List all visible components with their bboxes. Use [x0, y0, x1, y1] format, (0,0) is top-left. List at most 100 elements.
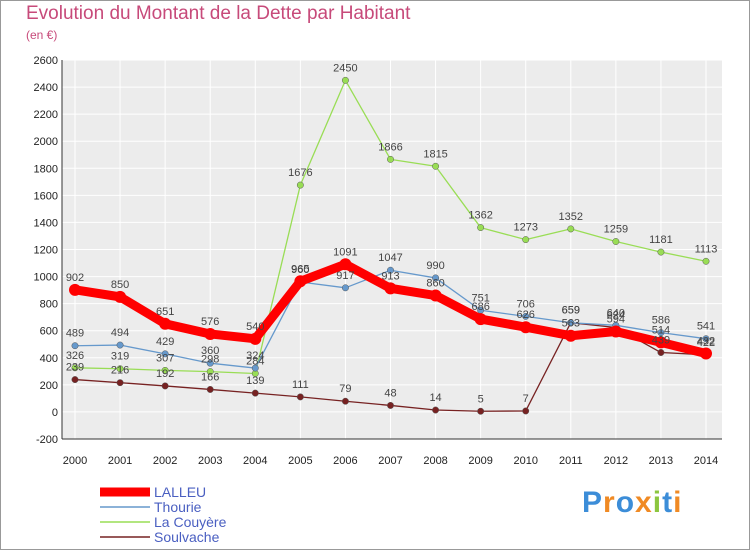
data-point — [429, 289, 442, 302]
data-label: 659 — [562, 305, 580, 317]
data-label: 298 — [201, 354, 219, 366]
data-label: 326 — [66, 350, 84, 362]
data-label: 586 — [652, 315, 670, 327]
data-label: 960 — [291, 264, 309, 276]
data-point — [249, 332, 262, 345]
data-point — [206, 368, 214, 376]
data-point — [700, 347, 712, 360]
y-tick-label: 1800 — [34, 163, 58, 175]
data-point — [477, 224, 485, 232]
data-label: 706 — [517, 298, 535, 310]
data-label: 307 — [156, 352, 174, 364]
data-label: 360 — [201, 345, 219, 357]
x-tick-label: 2013 — [649, 455, 673, 467]
data-point — [432, 162, 440, 170]
data-point — [522, 312, 530, 320]
data-label: 284 — [246, 355, 264, 367]
data-point — [206, 386, 214, 393]
data-label: 216 — [111, 365, 129, 377]
y-tick-label: 1200 — [34, 245, 58, 257]
data-label: 1866 — [378, 141, 402, 153]
data-label: 902 — [66, 272, 84, 284]
data-point — [69, 283, 81, 296]
data-label: 1676 — [288, 167, 312, 179]
y-tick-label: 1400 — [34, 217, 58, 229]
data-label: 2450 — [333, 62, 357, 74]
data-point — [159, 317, 172, 330]
data-point — [296, 393, 304, 401]
data-point — [609, 325, 622, 338]
data-label: 640 — [607, 307, 625, 319]
data-label: 540 — [246, 321, 264, 333]
data-point — [161, 366, 169, 374]
data-point — [204, 327, 217, 340]
data-label: 319 — [111, 351, 129, 363]
data-label: 563 — [562, 318, 580, 330]
y-tick-label: 0 — [52, 407, 58, 419]
proxiti-logo: Proxiti — [582, 486, 683, 519]
data-point — [522, 407, 530, 415]
y-tick-label: 800 — [40, 299, 58, 311]
data-label: 626 — [517, 309, 535, 321]
legend-label: La Couyère — [154, 514, 227, 530]
data-label: 5 — [478, 393, 484, 405]
legend-label: LALLEU — [154, 484, 206, 500]
data-label: 1273 — [513, 222, 537, 234]
y-tick-label: 1600 — [34, 190, 58, 202]
x-tick-label: 2012 — [604, 455, 628, 467]
legend-label: Soulvache — [154, 529, 220, 545]
data-point — [519, 321, 532, 334]
data-point — [294, 275, 307, 288]
data-label: 14 — [429, 392, 441, 404]
y-tick-label: 600 — [40, 326, 58, 338]
y-tick-label: 200 — [40, 380, 58, 392]
data-point — [71, 342, 79, 350]
data-label: 576 — [201, 316, 219, 328]
data-label: 111 — [292, 379, 309, 391]
y-tick-label: 2600 — [34, 55, 58, 67]
data-label: 166 — [201, 371, 219, 383]
data-label: 324 — [246, 350, 264, 362]
data-point — [702, 257, 710, 265]
data-point — [206, 359, 214, 367]
data-label: 990 — [426, 260, 444, 272]
x-tick-label: 2002 — [153, 455, 177, 467]
x-tick-label: 2008 — [423, 455, 447, 467]
data-label: 1113 — [695, 243, 718, 255]
x-tick-label: 2006 — [333, 455, 357, 467]
data-label: 850 — [111, 279, 129, 291]
data-point — [339, 258, 352, 271]
data-label: 422 — [697, 337, 715, 349]
data-label: 594 — [607, 314, 625, 326]
data-point — [657, 349, 665, 356]
data-point — [251, 389, 259, 397]
x-tick-label: 2004 — [243, 455, 267, 467]
data-label: 514 — [652, 324, 670, 336]
data-label: 139 — [246, 375, 264, 387]
data-point — [567, 319, 575, 327]
data-point — [341, 397, 349, 405]
data-point — [387, 155, 394, 163]
data-label: 239 — [66, 362, 84, 374]
data-point — [564, 329, 577, 342]
data-label: 913 — [381, 270, 399, 282]
x-tick-label: 2001 — [108, 455, 132, 467]
data-point — [161, 382, 169, 390]
data-label: 751 — [471, 292, 489, 304]
x-tick-label: 2007 — [378, 455, 402, 467]
x-tick-label: 2010 — [513, 455, 537, 467]
data-label: 489 — [66, 328, 84, 340]
x-tick-label: 2009 — [468, 455, 492, 467]
y-tick-label: 2400 — [34, 82, 58, 94]
data-label: 192 — [156, 368, 174, 380]
data-point — [702, 335, 710, 343]
data-point — [522, 236, 530, 244]
data-point — [71, 376, 79, 384]
data-point — [387, 401, 394, 409]
data-point — [116, 341, 124, 349]
data-point — [161, 350, 169, 358]
data-label: 917 — [336, 270, 354, 282]
data-label: 1259 — [604, 224, 628, 236]
y-tick-label: 2000 — [34, 136, 58, 148]
data-label: 432 — [697, 335, 715, 347]
